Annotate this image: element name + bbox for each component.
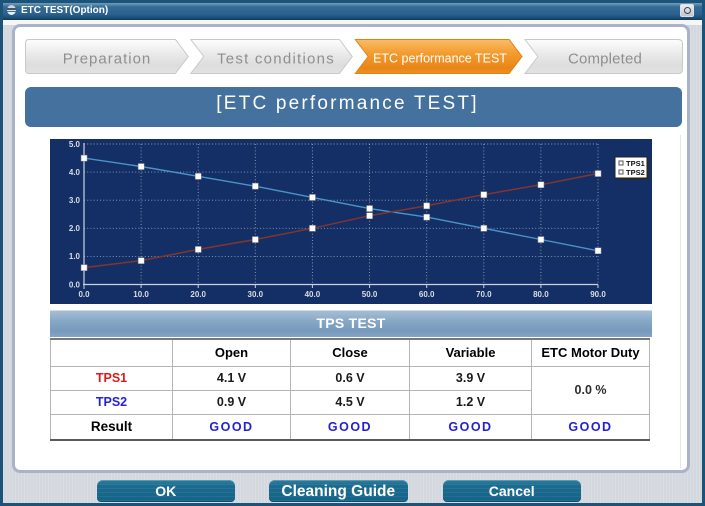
svg-text:Preparation: Preparation <box>63 51 152 68</box>
svg-text:Test conditions: Test conditions <box>217 51 335 68</box>
svg-text:0.0: 0.0 <box>69 280 81 289</box>
svg-text:2.0: 2.0 <box>69 224 81 233</box>
svg-text:70.0: 70.0 <box>476 290 492 299</box>
svg-text:TPS2: TPS2 <box>626 168 645 177</box>
svg-text:ETC performance TEST: ETC performance TEST <box>373 52 507 66</box>
svg-text:80.0: 80.0 <box>533 290 549 299</box>
svg-text:TPS1: TPS1 <box>626 159 645 168</box>
svg-text:30.0: 30.0 <box>248 290 264 299</box>
svg-text:1.0: 1.0 <box>69 252 81 261</box>
svg-text:60.0: 60.0 <box>419 290 435 299</box>
svg-text:40.0: 40.0 <box>305 290 321 299</box>
svg-text:0.0: 0.0 <box>78 290 90 299</box>
svg-text:50.0: 50.0 <box>362 290 378 299</box>
svg-text:20.0: 20.0 <box>190 290 206 299</box>
svg-text:10.0: 10.0 <box>133 290 149 299</box>
svg-text:5.0: 5.0 <box>69 140 81 149</box>
svg-text:Completed: Completed <box>568 51 642 68</box>
svg-text:4.0: 4.0 <box>69 168 81 177</box>
svg-text:90.0: 90.0 <box>590 290 606 299</box>
svg-text:3.0: 3.0 <box>69 196 81 205</box>
